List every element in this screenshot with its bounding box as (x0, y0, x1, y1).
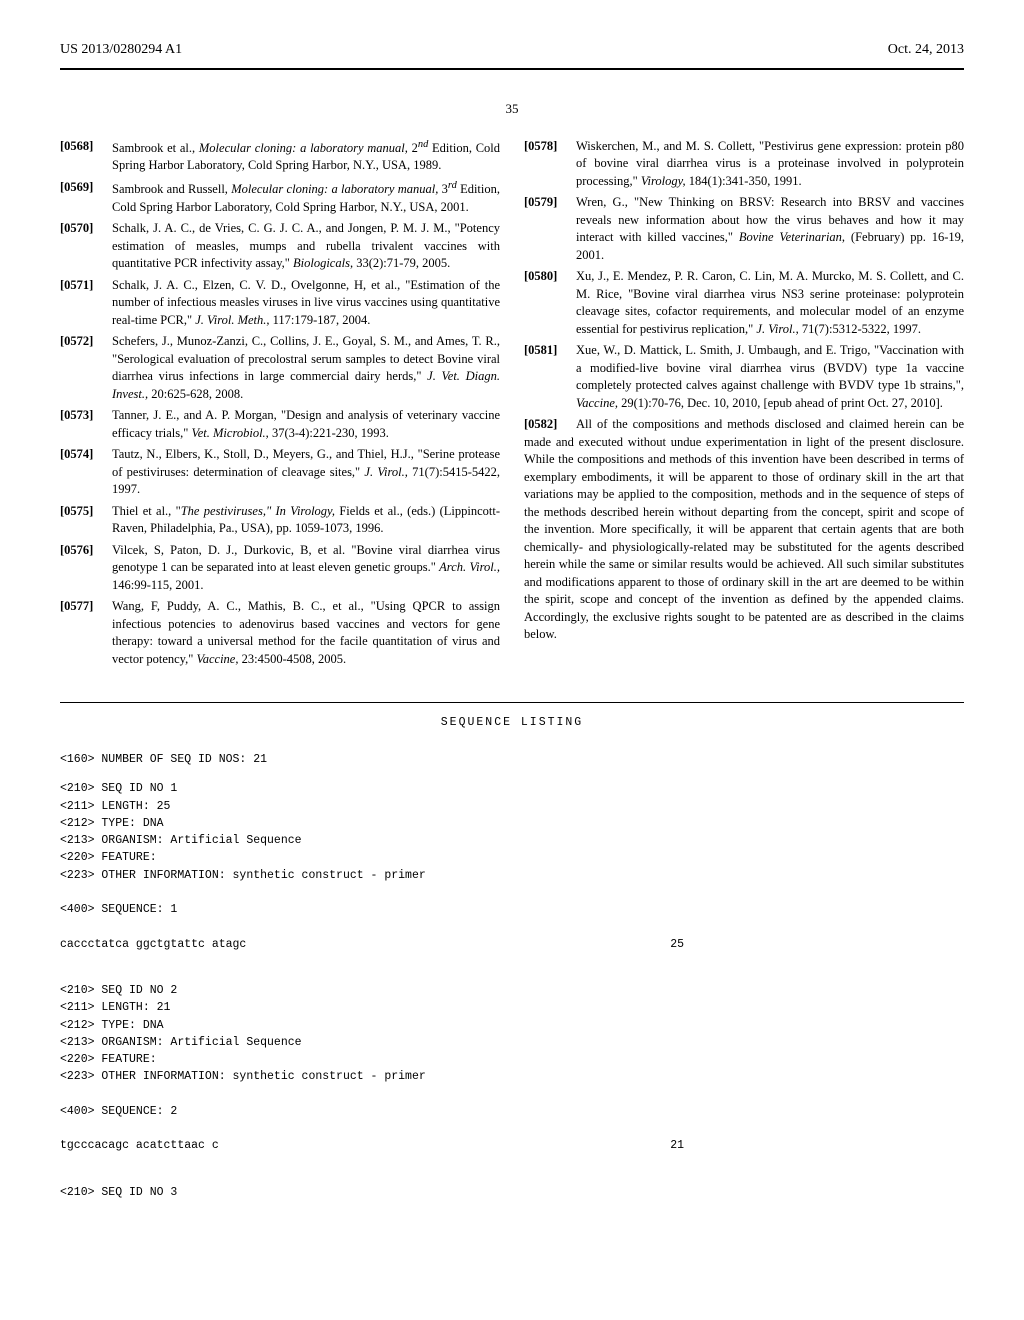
seq-meta-line: <210> SEQ ID NO 2 (60, 982, 964, 999)
reference-item: [0574]Tautz, N., Elbers, K., Stoll, D., … (60, 446, 500, 499)
seq-meta-line: <212> TYPE: DNA (60, 815, 964, 832)
seq-length: 25 (670, 936, 964, 953)
seq-meta-line: <212> TYPE: DNA (60, 1017, 964, 1034)
seq-meta-line: <223> OTHER INFORMATION: synthetic const… (60, 1068, 964, 1085)
reference-number: [0570] (60, 220, 104, 273)
reference-item: [0571]Schalk, J. A. C., Elzen, C. V. D.,… (60, 277, 500, 330)
reference-text: Schalk, J. A. C., de Vries, C. G. J. C. … (112, 220, 500, 273)
reference-number: [0575] (60, 503, 104, 538)
left-column: [0568]Sambrook et al., Molecular cloning… (60, 138, 500, 672)
sequence-container: <210> SEQ ID NO 1<211> LENGTH: 25<212> T… (60, 780, 964, 1201)
seq-data-row: tgcccacagc acatcttaac c 21 (60, 1137, 964, 1154)
reference-item: [0578]Wiskerchen, M., and M. S. Collett,… (524, 138, 964, 191)
reference-item: [0579]Wren, G., "New Thinking on BRSV: R… (524, 194, 964, 264)
reference-item: [0576]Vilcek, S, Paton, D. J., Durkovic,… (60, 542, 500, 595)
seq-meta-line: <213> ORGANISM: Artificial Sequence (60, 1034, 964, 1051)
seq-label: <400> SEQUENCE: 1 (60, 901, 964, 918)
reference-text: Schalk, J. A. C., Elzen, C. V. D., Ovelg… (112, 277, 500, 330)
reference-number: [0569] (60, 179, 104, 216)
reference-item: [0581]Xue, W., D. Mattick, L. Smith, J. … (524, 342, 964, 412)
page-header: US 2013/0280294 A1 Oct. 24, 2013 (60, 40, 964, 60)
sequence-block: <210> SEQ ID NO 1<211> LENGTH: 25<212> T… (60, 780, 964, 970)
reference-number: [0576] (60, 542, 104, 595)
seq-meta-line: <220> FEATURE: (60, 1051, 964, 1068)
reference-text: Xu, J., E. Mendez, P. R. Caron, C. Lin, … (576, 268, 964, 338)
sequence-block: <210> SEQ ID NO 3 (60, 1184, 964, 1201)
reference-number: [0579] (524, 194, 568, 264)
reference-text: Xue, W., D. Mattick, L. Smith, J. Umbaug… (576, 342, 964, 412)
header-right: Oct. 24, 2013 (888, 40, 964, 60)
reference-text: Schefers, J., Munoz-Zanzi, C., Collins, … (112, 333, 500, 403)
reference-item: [0569]Sambrook and Russell, Molecular cl… (60, 179, 500, 216)
reference-item: [0577]Wang, F, Puddy, A. C., Mathis, B. … (60, 598, 500, 668)
seq-label: <400> SEQUENCE: 2 (60, 1103, 964, 1120)
seq-meta-line: <211> LENGTH: 25 (60, 798, 964, 815)
page-number: 35 (60, 100, 964, 118)
right-column: [0578]Wiskerchen, M., and M. S. Collett,… (524, 138, 964, 672)
reference-number: [0580] (524, 268, 568, 338)
sequence-block: <210> SEQ ID NO 2<211> LENGTH: 21<212> T… (60, 982, 964, 1172)
reference-number: [0578] (524, 138, 568, 191)
paragraph-number: [0582] (524, 416, 568, 434)
reference-text: Vilcek, S, Paton, D. J., Durkovic, B, et… (112, 542, 500, 595)
reference-number: [0572] (60, 333, 104, 403)
header-left: US 2013/0280294 A1 (60, 40, 182, 60)
reference-item: [0570]Schalk, J. A. C., de Vries, C. G. … (60, 220, 500, 273)
seq-meta-line: <220> FEATURE: (60, 849, 964, 866)
seq-meta-line: <210> SEQ ID NO 3 (60, 1184, 964, 1201)
reference-text: Tanner, J. E., and A. P. Morgan, "Design… (112, 407, 500, 442)
reference-number: [0581] (524, 342, 568, 412)
sequence-listing-section: SEQUENCE LISTING <160> NUMBER OF SEQ ID … (60, 702, 964, 1201)
seq-header: <160> NUMBER OF SEQ ID NOS: 21 (60, 751, 964, 768)
reference-item: [0572]Schefers, J., Munoz-Zanzi, C., Col… (60, 333, 500, 403)
reference-text: Wang, F, Puddy, A. C., Mathis, B. C., et… (112, 598, 500, 668)
sequence-listing-title: SEQUENCE LISTING (60, 715, 964, 731)
reference-number: [0577] (60, 598, 104, 668)
seq-meta-line: <210> SEQ ID NO 1 (60, 780, 964, 797)
reference-text: Sambrook et al., Molecular cloning: a la… (112, 138, 500, 175)
seq-data: caccctatca ggctgtattc atagc (60, 936, 246, 953)
reference-item: [0568]Sambrook et al., Molecular cloning… (60, 138, 500, 175)
seq-meta-line: <223> OTHER INFORMATION: synthetic const… (60, 867, 964, 884)
two-column-layout: [0568]Sambrook et al., Molecular cloning… (60, 138, 964, 672)
reference-number: [0571] (60, 277, 104, 330)
reference-item: [0580]Xu, J., E. Mendez, P. R. Caron, C.… (524, 268, 964, 338)
reference-text: Wren, G., "New Thinking on BRSV: Researc… (576, 194, 964, 264)
reference-text: Thiel et al., "The pestiviruses," In Vir… (112, 503, 500, 538)
seq-meta-line: <213> ORGANISM: Artificial Sequence (60, 832, 964, 849)
seq-data: tgcccacagc acatcttaac c (60, 1137, 219, 1154)
seq-length: 21 (670, 1137, 964, 1154)
reference-item: [0573]Tanner, J. E., and A. P. Morgan, "… (60, 407, 500, 442)
reference-item: [0575]Thiel et al., "The pestiviruses," … (60, 503, 500, 538)
reference-number: [0568] (60, 138, 104, 175)
closing-paragraph: [0582] All of the compositions and metho… (524, 416, 964, 644)
reference-text: Sambrook and Russell, Molecular cloning:… (112, 179, 500, 216)
header-rule (60, 68, 964, 70)
reference-text: Tautz, N., Elbers, K., Stoll, D., Meyers… (112, 446, 500, 499)
reference-number: [0574] (60, 446, 104, 499)
reference-text: Wiskerchen, M., and M. S. Collett, "Pest… (576, 138, 964, 191)
seq-meta-line: <211> LENGTH: 21 (60, 999, 964, 1016)
seq-data-row: caccctatca ggctgtattc atagc 25 (60, 936, 964, 953)
reference-number: [0573] (60, 407, 104, 442)
